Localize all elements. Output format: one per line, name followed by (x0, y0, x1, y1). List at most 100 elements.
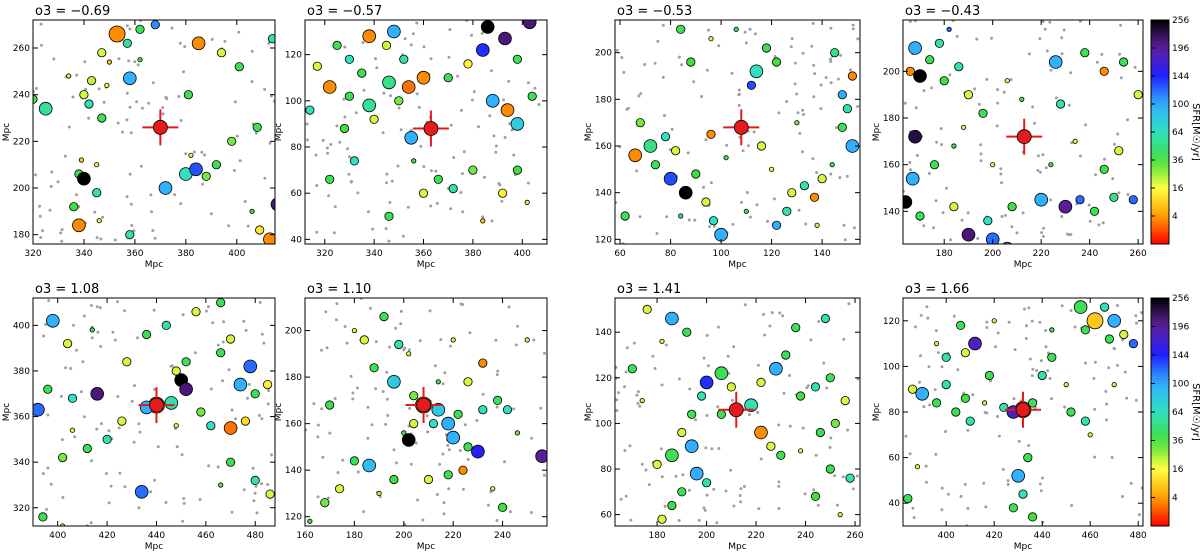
background-point (856, 37, 860, 41)
background-point (210, 37, 214, 41)
background-point (507, 79, 511, 83)
background-point (394, 326, 398, 330)
galaxy-point (87, 76, 97, 86)
galaxy-point (914, 464, 921, 470)
x-axis-label: Mpc (1014, 542, 1032, 552)
background-point (244, 328, 248, 332)
x-tick-label: 340 (75, 249, 92, 259)
background-point (542, 473, 546, 477)
background-point (1125, 396, 1129, 400)
background-point (415, 21, 419, 25)
background-point (82, 415, 86, 419)
colorbar-tick-label: 100 (1172, 380, 1189, 390)
background-point (914, 20, 917, 23)
galaxy-point (441, 416, 456, 431)
background-point (811, 157, 815, 161)
background-point (113, 238, 117, 242)
background-point (257, 414, 261, 417)
galaxy-point (1007, 202, 1017, 212)
galaxy-point (463, 59, 473, 69)
background-point (260, 417, 264, 421)
y-tick-label: 120 (285, 513, 302, 523)
plot-area (615, 302, 860, 525)
background-point (922, 405, 926, 409)
galaxy-point (1119, 57, 1129, 67)
background-point (1040, 231, 1043, 235)
background-point (782, 391, 786, 395)
y-tick-label: 120 (285, 51, 302, 61)
background-point (343, 325, 347, 328)
background-point (503, 460, 506, 464)
background-point (778, 311, 782, 315)
background-point (715, 521, 719, 525)
panel-frame (614, 297, 861, 527)
background-point (508, 510, 512, 514)
background-point (1044, 345, 1048, 349)
background-point (179, 119, 183, 122)
background-point (411, 32, 415, 36)
background-point (748, 413, 751, 417)
background-point (843, 238, 847, 242)
colorbar-tick-label: 256 (1172, 16, 1189, 26)
background-point (315, 184, 319, 187)
background-point (1031, 105, 1035, 109)
galaxy-point (776, 450, 786, 460)
background-point (724, 489, 728, 493)
plot-area (33, 20, 275, 244)
background-point (1116, 132, 1120, 136)
background-point (495, 519, 499, 522)
galaxy-point (837, 122, 847, 132)
background-point (677, 55, 681, 59)
background-point (777, 484, 781, 488)
background-point (349, 374, 353, 378)
galaxy-point (761, 43, 772, 53)
x-tick-label: 120 (763, 249, 780, 259)
background-point (459, 302, 463, 306)
background-point (927, 365, 931, 369)
background-point (422, 165, 426, 169)
background-point (963, 482, 967, 486)
background-point (125, 118, 129, 122)
background-point (705, 333, 709, 337)
galaxy-point (1066, 407, 1076, 417)
y-tick-label: 140 (883, 207, 900, 217)
galaxy-point (925, 55, 935, 65)
galaxy-point (744, 398, 758, 413)
background-point (320, 348, 323, 352)
background-point (1042, 226, 1045, 230)
galaxy-point (240, 416, 250, 426)
background-point (1129, 481, 1133, 485)
background-point (75, 73, 79, 77)
background-point (321, 138, 325, 142)
background-point (1010, 225, 1014, 229)
galaxy-point (665, 311, 679, 326)
background-point (361, 41, 365, 45)
background-point (38, 204, 42, 208)
galaxy-point (663, 171, 678, 186)
background-point (63, 154, 67, 158)
background-point (853, 226, 856, 230)
y-tick-label: 180 (285, 373, 302, 383)
background-point (135, 100, 139, 104)
galaxy-point (191, 36, 206, 51)
background-point (617, 391, 620, 395)
galaxy-point (1099, 66, 1109, 76)
x-tick-label: 240 (1081, 249, 1098, 259)
background-point (267, 41, 271, 45)
background-point (351, 397, 355, 401)
background-point (109, 484, 113, 488)
background-point (1027, 306, 1031, 310)
x-tick-label: 420 (986, 531, 1003, 541)
background-point (990, 36, 993, 40)
galaxy-point (794, 120, 800, 126)
galaxy-point (431, 402, 446, 417)
background-point (1043, 27, 1047, 31)
background-point (1039, 359, 1043, 363)
background-point (93, 210, 97, 214)
galaxy-point (845, 473, 855, 483)
background-point (739, 500, 743, 504)
background-point (661, 23, 665, 27)
background-point (922, 89, 926, 93)
background-point (125, 195, 129, 199)
y-tick-label: 80 (889, 408, 901, 418)
